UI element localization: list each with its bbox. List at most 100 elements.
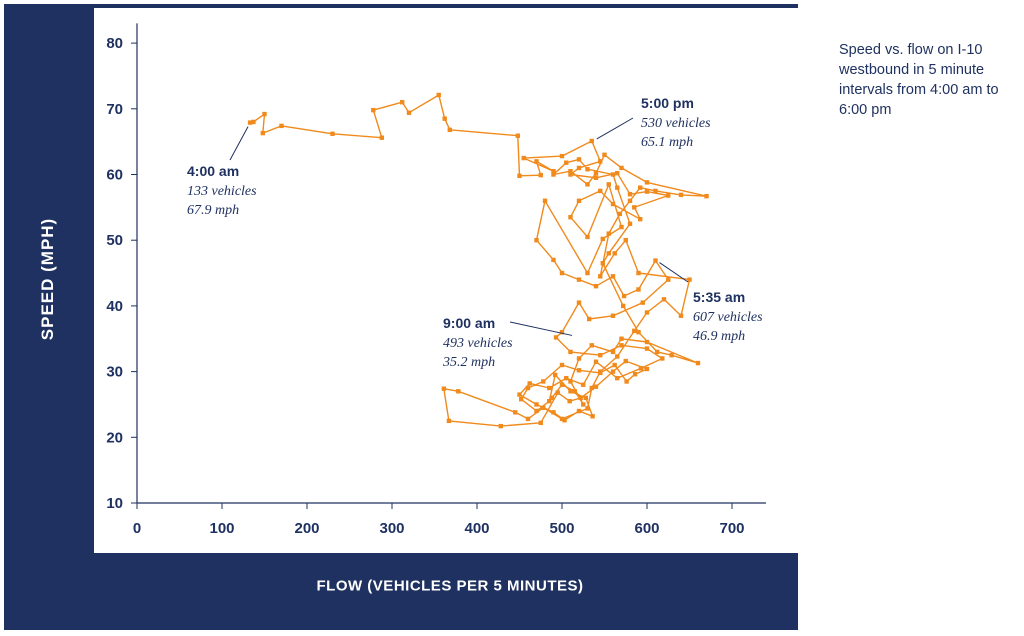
data-point bbox=[627, 192, 633, 197]
data-point bbox=[669, 352, 674, 358]
data-point bbox=[551, 172, 556, 177]
data-point bbox=[551, 169, 556, 174]
x-tick-label: 700 bbox=[719, 520, 744, 537]
data-point bbox=[589, 343, 594, 348]
data-point bbox=[534, 408, 539, 414]
data-point bbox=[587, 316, 592, 322]
data-point bbox=[590, 414, 595, 419]
data-point bbox=[542, 198, 548, 203]
data-point bbox=[619, 336, 624, 341]
data-point bbox=[538, 420, 543, 426]
x-tick-label: 0 bbox=[133, 520, 141, 537]
data-point bbox=[612, 251, 617, 256]
data-point bbox=[567, 398, 572, 404]
data-point bbox=[551, 410, 556, 415]
data-point bbox=[610, 313, 616, 318]
data-point bbox=[610, 274, 616, 279]
annotation-leader bbox=[509, 321, 573, 336]
data-point bbox=[687, 277, 692, 282]
data-point bbox=[624, 379, 629, 384]
x-tick-label: 400 bbox=[464, 520, 489, 537]
y-tick-label: 30 bbox=[106, 364, 123, 381]
data-point bbox=[661, 297, 667, 302]
data-point bbox=[666, 277, 671, 282]
data-point bbox=[446, 418, 452, 424]
annotation-title: 4:00 am bbox=[187, 163, 239, 179]
data-point bbox=[598, 159, 603, 164]
data-point bbox=[606, 231, 611, 236]
data-point bbox=[606, 251, 611, 256]
data-point bbox=[600, 260, 605, 266]
data-point bbox=[585, 234, 590, 240]
data-point bbox=[568, 379, 573, 384]
data-point bbox=[653, 258, 658, 263]
data-point bbox=[593, 283, 599, 289]
data-point bbox=[576, 356, 582, 361]
data-point bbox=[638, 216, 643, 222]
data-point bbox=[406, 110, 412, 115]
data-point bbox=[644, 310, 650, 315]
x-tick-label: 600 bbox=[634, 520, 659, 537]
data-point bbox=[559, 416, 565, 422]
data-point bbox=[619, 343, 624, 348]
data-point bbox=[612, 362, 617, 368]
data-point bbox=[379, 135, 384, 140]
data-point bbox=[617, 211, 622, 217]
data-point bbox=[636, 287, 641, 292]
data-point bbox=[538, 172, 543, 178]
data-point bbox=[559, 329, 565, 335]
data-point bbox=[551, 257, 556, 263]
data-point bbox=[498, 423, 503, 429]
data-point bbox=[559, 362, 565, 368]
data-point bbox=[564, 375, 569, 381]
data-point bbox=[525, 385, 531, 391]
data-point bbox=[262, 111, 267, 117]
data-point bbox=[623, 358, 628, 364]
annotation-vehicles: 530 vehicles bbox=[641, 116, 711, 131]
data-point bbox=[576, 198, 582, 203]
data-point bbox=[598, 274, 603, 279]
data-point bbox=[517, 392, 522, 397]
data-point bbox=[260, 130, 265, 136]
data-point bbox=[644, 180, 650, 185]
data-point bbox=[636, 270, 641, 276]
annotation-speed: 67.9 mph bbox=[187, 203, 239, 218]
data-point bbox=[621, 303, 626, 309]
chart-description: Speed vs. flow on I-10 westbound in 5 mi… bbox=[839, 42, 999, 118]
data-point bbox=[615, 375, 620, 381]
annotation-vehicles: 133 vehicles bbox=[187, 184, 257, 199]
y-tick-label: 80 bbox=[106, 35, 123, 52]
data-point bbox=[553, 335, 559, 340]
data-point bbox=[598, 369, 603, 374]
data-point bbox=[576, 408, 582, 414]
data-point bbox=[400, 100, 405, 105]
annotation-title: 5:00 pm bbox=[641, 95, 694, 111]
data-point bbox=[644, 189, 650, 194]
data-point bbox=[549, 395, 554, 401]
data-point bbox=[436, 92, 441, 98]
data-point bbox=[572, 389, 577, 394]
data-point bbox=[644, 346, 650, 351]
data-point bbox=[547, 385, 552, 391]
data-point bbox=[456, 389, 461, 394]
data-point bbox=[576, 300, 582, 305]
data-point bbox=[593, 175, 599, 180]
data-point bbox=[678, 192, 684, 198]
data-point bbox=[581, 382, 586, 387]
data-point bbox=[515, 133, 520, 138]
chart-frame: SPEED (MPH) FLOW (VEHICLES PER 5 MINUTES… bbox=[4, 4, 800, 630]
data-point bbox=[610, 201, 616, 207]
data-point bbox=[279, 123, 284, 129]
annotation-leader bbox=[659, 262, 689, 283]
annotation-leader bbox=[229, 126, 249, 161]
annotation-leader bbox=[596, 117, 634, 140]
data-point bbox=[632, 205, 637, 210]
data-point bbox=[638, 185, 643, 190]
data-point bbox=[585, 406, 590, 411]
data-point bbox=[606, 182, 611, 187]
data-point bbox=[547, 398, 552, 404]
data-point bbox=[562, 418, 567, 423]
data-point bbox=[598, 188, 603, 194]
data-point bbox=[555, 390, 560, 395]
